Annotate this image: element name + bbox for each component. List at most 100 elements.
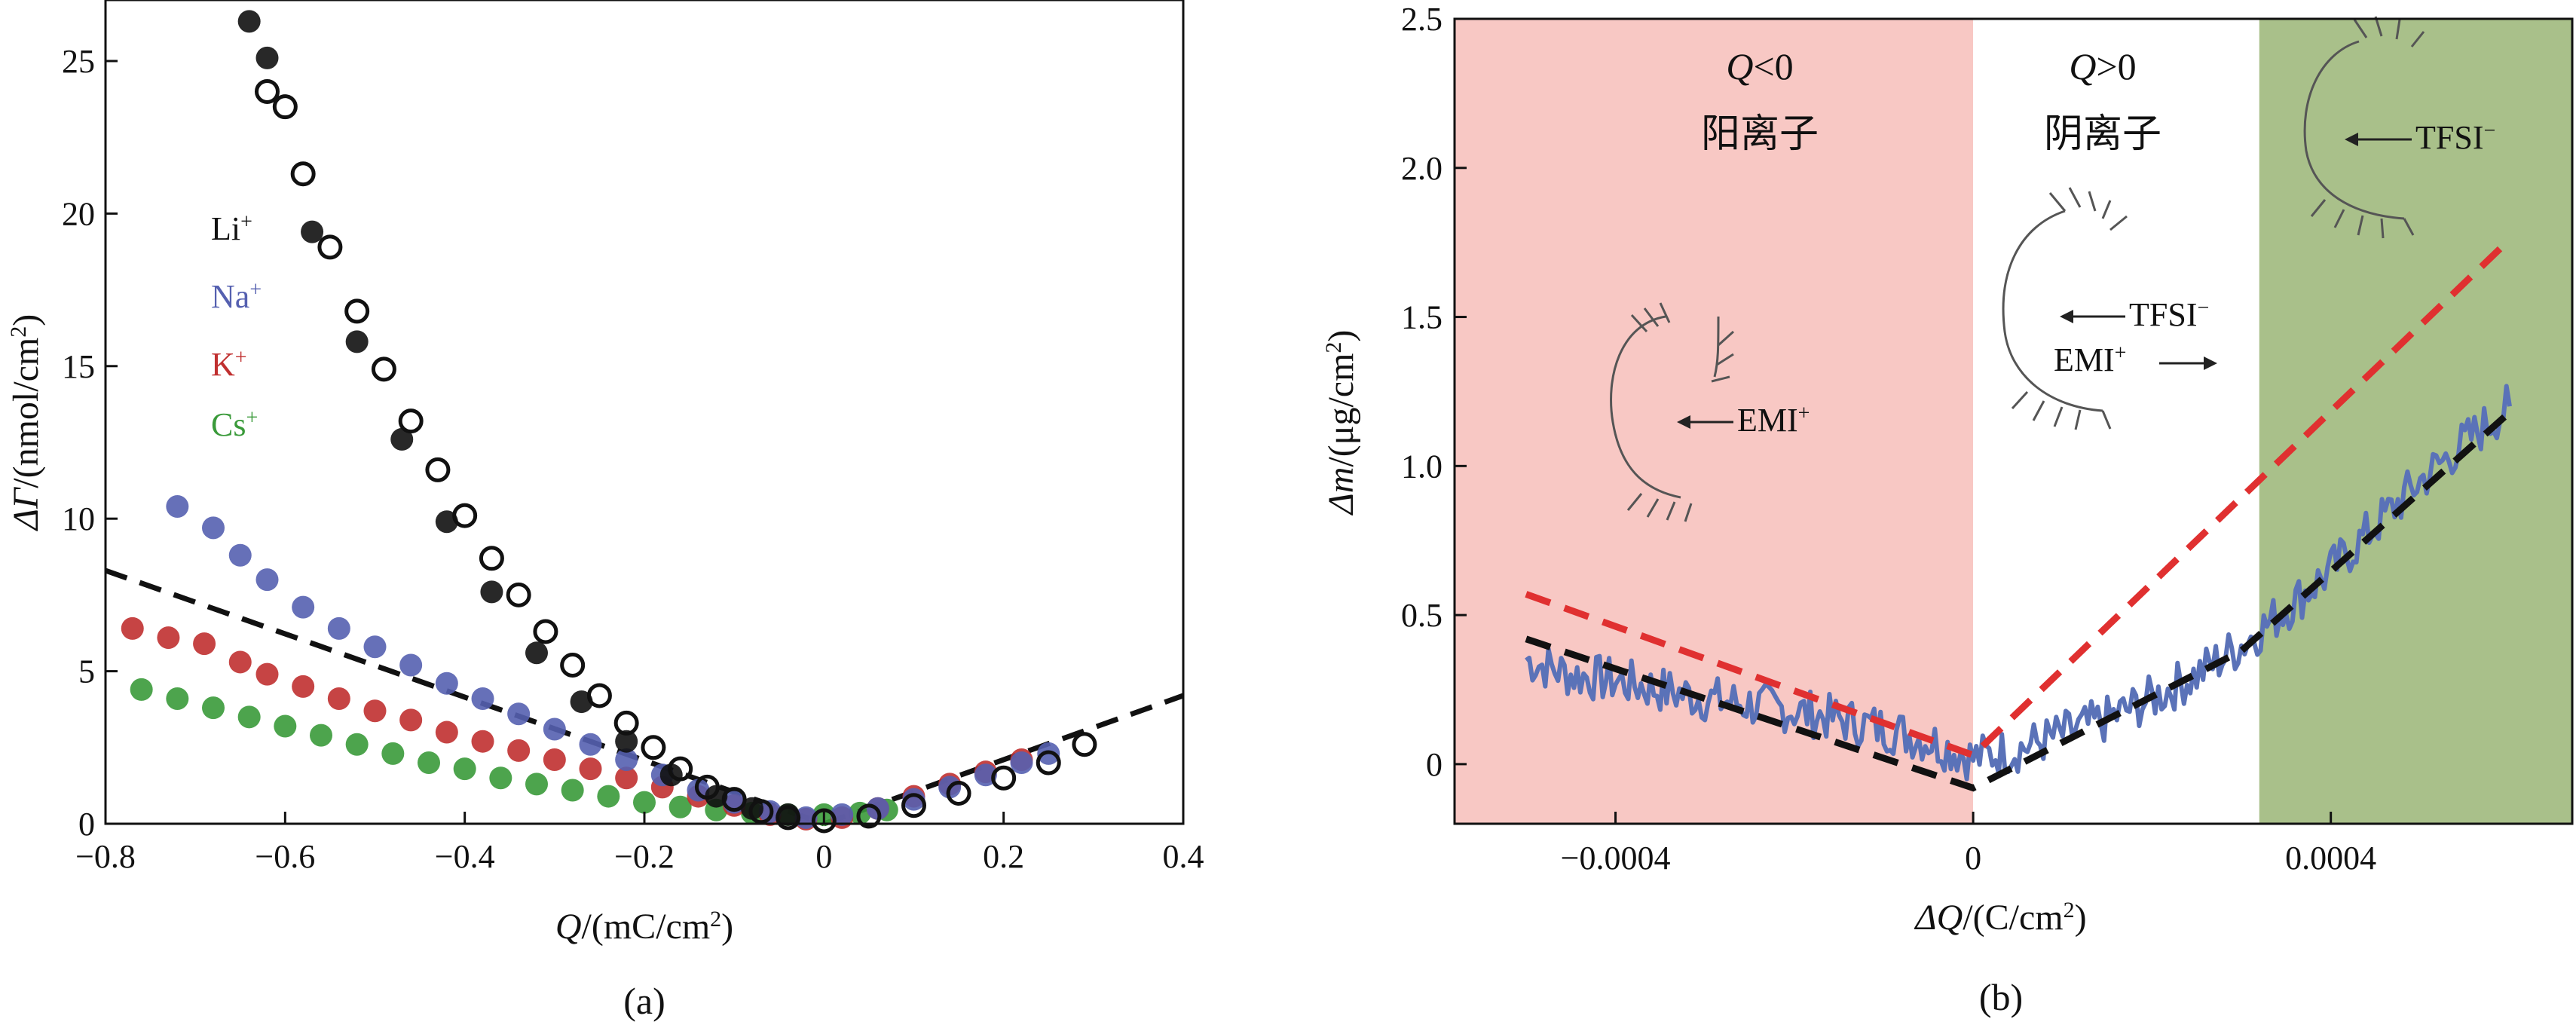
point-1-2 [290,161,316,187]
point-4-12 [561,779,584,802]
point-1-0 [255,78,280,104]
point-1-24 [946,781,971,806]
point-2-5 [327,616,350,640]
fit-line-1 [823,693,1185,827]
point-0-7 [525,641,548,665]
point-0-11 [705,785,728,808]
b-x-tick-label: 0 [1965,840,1981,877]
point-4-3 [237,705,261,729]
right-arrow-icon-head [2204,356,2217,370]
b-x-tick-label: 0.0004 [2285,840,2376,877]
point-1-11 [533,619,558,644]
b-ion-annotations: EMI+ TFSI− EMI+ TFSI− [1677,119,2495,439]
point-3-11 [507,739,531,762]
annot-emi-pore: EMI+ [1737,402,1810,439]
point-1-16 [668,756,693,782]
point-1-23 [901,793,926,818]
panel-a: −0.8 −0.6 −0.4 −0.2 0 0.2 0.4 0 5 10 15 20 25 Li+ N… [6,0,1204,1022]
point-1-18 [721,787,747,812]
a-y-ticks: 0 5 10 15 20 25 [62,43,118,843]
point-3-9 [435,721,458,744]
point-1-10 [506,582,531,607]
point-2-23 [974,763,997,787]
b-region-labels: Q<0 阳离子 Q>0 阴离子 [1701,45,2161,157]
a-plot-frame [104,0,1185,825]
point-2-7 [399,653,423,677]
point-4-1 [166,687,189,711]
region-pos-q: Q>0 [2069,45,2136,87]
b-y-tick-label: 1.5 [1401,299,1442,336]
point-4-15 [668,795,692,818]
point-0-0 [237,10,261,33]
point-1-8 [452,503,478,528]
left-arrow-icon-head [1677,415,1690,429]
point-2-1 [202,516,225,540]
point-2-0 [166,494,189,518]
point-2-4 [292,595,315,619]
b-y-axis-label: Δm/(μg/cm2) [1321,330,1362,516]
point-2-21 [902,788,925,811]
point-3-2 [193,632,216,656]
point-2-24 [1010,751,1033,775]
point-4-14 [633,791,656,814]
legend-li: Li+ [211,210,252,248]
pore-schematic-icon [2002,187,2128,430]
b-y-ticks: 0 0.5 1.0 1.5 2.0 2.5 [1401,1,1467,783]
pore-schematic-icon [1610,302,1735,522]
point-1-12 [560,652,586,678]
point-1-27 [1072,732,1097,757]
legend-na: Na+ [211,278,262,316]
point-2-13 [615,748,638,771]
point-1-21 [811,808,837,834]
point-3-14 [615,766,638,790]
a-x-tick-label: 0 [815,838,832,875]
b-plot-frame [1453,17,2574,825]
a-y-tick-label: 0 [78,806,95,843]
point-0-9 [615,730,638,753]
b-y-tick-label: 0 [1426,746,1442,783]
point-3-12 [543,748,566,771]
point-1-3 [317,234,343,260]
point-0-2 [301,220,324,243]
left-arrow-icon-head [2060,310,2073,323]
point-2-10 [507,702,531,726]
a-y-tick-label: 20 [62,195,95,232]
point-4-2 [202,696,225,720]
point-1-17 [694,774,720,800]
point-1-1 [272,94,298,120]
point-3-0 [121,616,144,640]
point-1-19 [748,799,774,825]
b-y-tick-label: 1.0 [1401,448,1442,485]
point-3-6 [327,687,350,711]
point-1-5 [371,356,396,382]
b-x-tick-label: −0.0004 [1561,840,1671,877]
point-4-11 [525,773,548,796]
b-y-tick-label: 2.0 [1401,150,1442,187]
point-0-6 [480,580,503,604]
point-2-2 [228,543,252,567]
point-0-3 [345,330,369,353]
b-x-axis-label: ΔQ/(C/cm2) [1914,898,2086,938]
point-4-6 [345,733,369,756]
point-1-15 [641,735,666,760]
point-2-9 [471,687,494,711]
point-2-11 [543,717,566,741]
a-x-tick-label: −0.4 [435,838,495,875]
a-caption: (a) [623,980,665,1022]
point-1-25 [991,765,1017,791]
point-3-13 [579,757,602,781]
point-3-7 [363,699,387,723]
a-y-tick-label: 10 [62,500,95,537]
point-4-9 [453,757,476,781]
point-4-10 [489,766,512,790]
point-3-10 [471,730,494,753]
point-3-8 [399,708,423,732]
a-x-tick-label: −0.6 [255,838,315,875]
point-1-22 [856,803,882,829]
point-1-14 [613,710,639,736]
region-neg-q: Q<0 [1726,45,1793,87]
point-4-7 [381,742,405,765]
point-1-4 [344,298,370,324]
point-1-9 [479,546,504,571]
